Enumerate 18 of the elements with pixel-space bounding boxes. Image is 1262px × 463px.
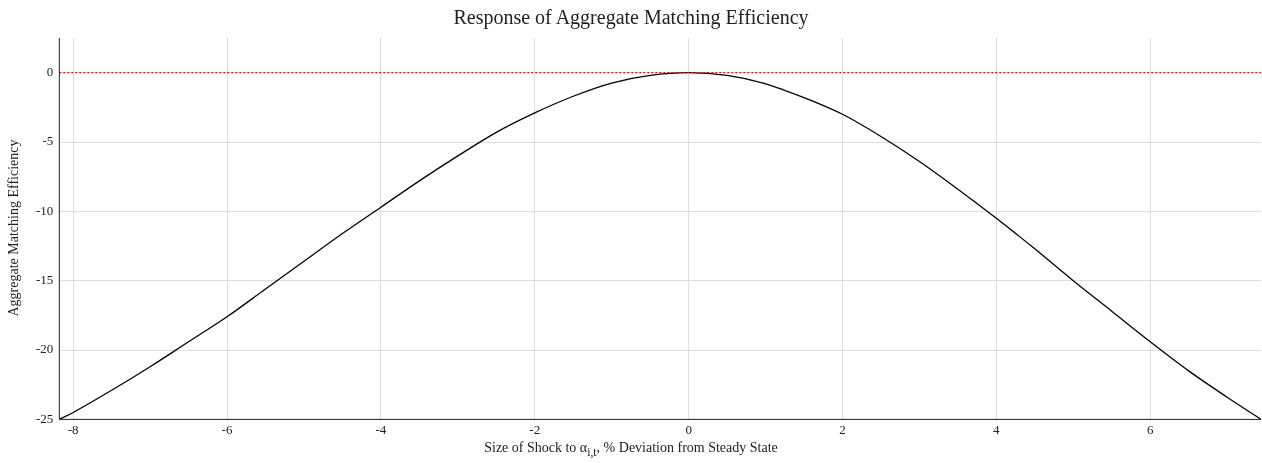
y-tick-label: -15 [35,272,54,288]
y-tick-label: -5 [42,133,54,149]
x-tick-label: 2 [839,421,846,437]
chart-title: Response of Aggregate Matching Efficiency [452,6,810,29]
y-tick-label: -10 [35,202,54,218]
x-tick-label: -4 [375,421,387,437]
x-tick-label: -2 [529,421,541,437]
y-tick-label: -20 [35,341,54,357]
x-tick-label: 0 [685,421,692,437]
y-tick-label: -25 [35,410,54,426]
x-tick-label: -8 [67,421,79,437]
y-tick-label: 0 [46,64,54,80]
x-tick-label: -6 [221,421,233,437]
line-series [59,72,1261,420]
y-axis-title: Aggregate Matching Efficiency [6,139,22,317]
x-axis-title: Size of Shock to α$_{i,t}$, % Deviation from Steady State [483,440,779,459]
x-tick-label: 6 [1146,421,1154,437]
x-tick-label: 4 [993,421,1001,437]
